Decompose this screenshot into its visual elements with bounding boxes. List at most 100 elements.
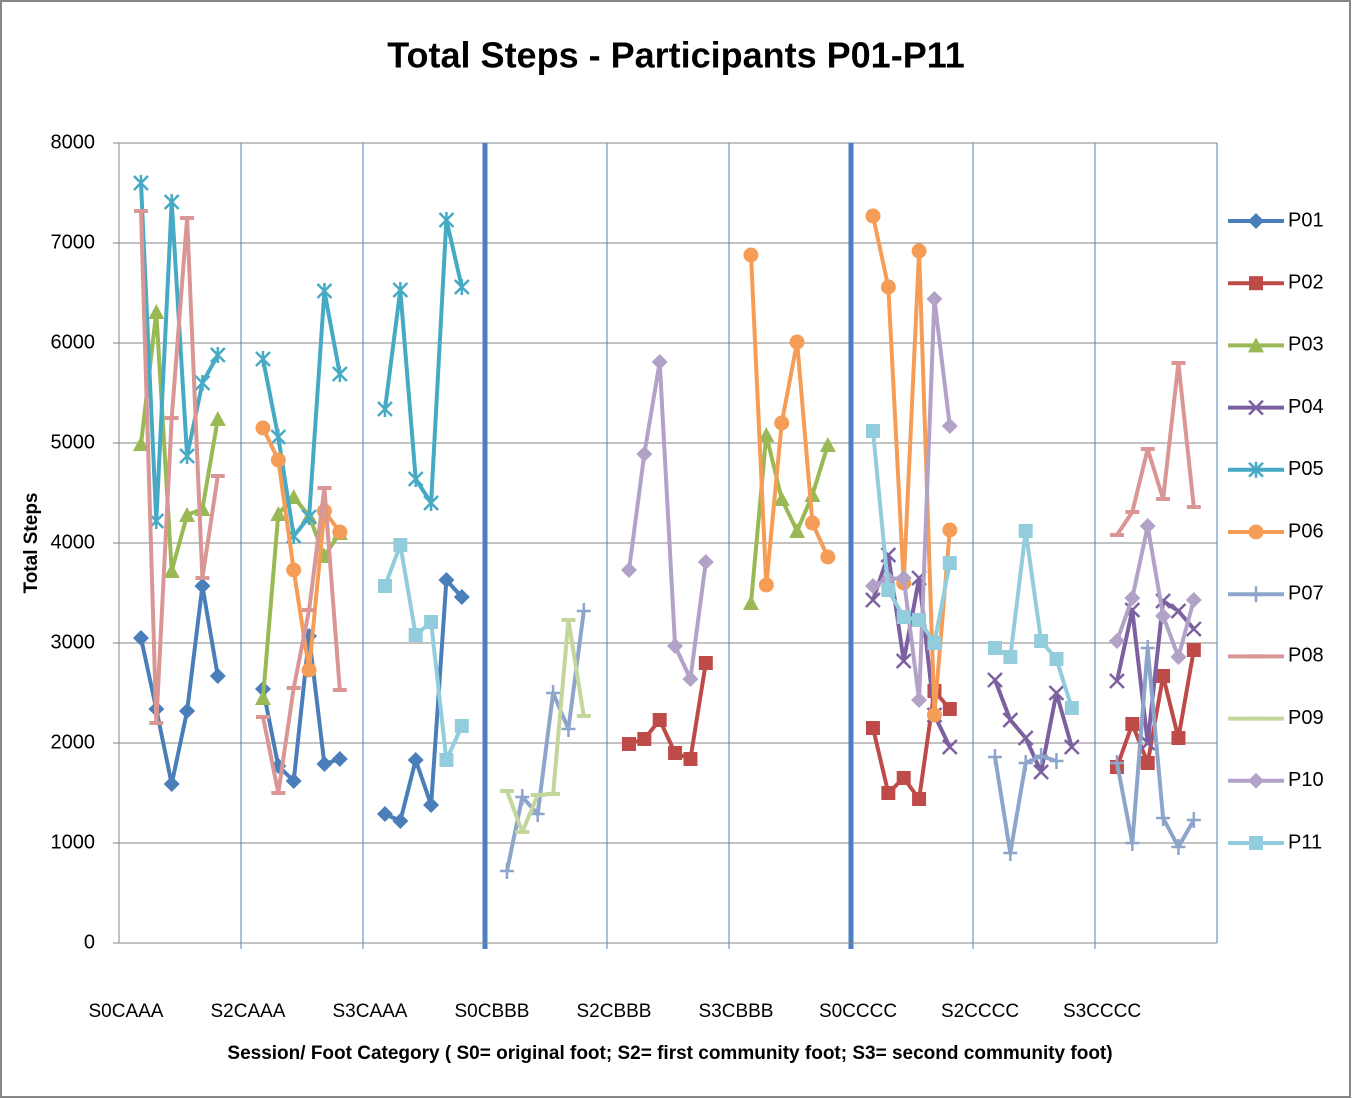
legend-label: P09 (1288, 707, 1324, 729)
marker (148, 304, 165, 319)
x-axis-title-box: Session/ Foot Category ( S0= original fo… (227, 1043, 1112, 1064)
marker (758, 427, 775, 442)
marker (942, 702, 957, 716)
series-line (383, 218, 464, 505)
marker (1003, 845, 1018, 861)
marker (1248, 461, 1264, 478)
marker (912, 792, 927, 806)
marker (1249, 276, 1263, 291)
marker (1140, 640, 1155, 656)
marker (377, 579, 392, 593)
y-tick-label: 5000 (51, 431, 96, 453)
y-tick-label: 2000 (51, 731, 96, 753)
marker (530, 806, 545, 822)
series-line (505, 618, 586, 834)
legend-label: P02 (1288, 271, 1324, 293)
marker (1139, 735, 1156, 751)
marker (1186, 812, 1201, 828)
marker (301, 509, 317, 525)
marker (255, 351, 271, 367)
marker (820, 549, 836, 565)
series-line (139, 210, 220, 725)
marker (377, 401, 393, 417)
marker (331, 366, 348, 382)
marker (865, 592, 881, 608)
series-group (499, 618, 591, 834)
marker (881, 786, 896, 800)
y-tick-label: 0 (84, 931, 95, 953)
legend-label: P08 (1288, 645, 1324, 667)
marker (1034, 748, 1049, 764)
marker (407, 752, 424, 768)
marker (1140, 756, 1155, 770)
marker (1018, 755, 1033, 771)
marker (424, 615, 439, 629)
series-line (1115, 646, 1196, 849)
marker (896, 610, 911, 624)
marker (942, 556, 957, 570)
x-tick-label: S2CCCC (941, 1001, 1019, 1022)
series-group (621, 643, 1201, 806)
marker (499, 863, 514, 879)
marker (942, 522, 958, 538)
marker (1248, 337, 1264, 353)
marker (912, 613, 927, 627)
marker (881, 583, 896, 597)
marker (133, 175, 149, 191)
marker (438, 212, 455, 228)
marker (576, 603, 591, 619)
marker (209, 668, 226, 684)
marker (255, 420, 271, 436)
marker (132, 630, 149, 646)
marker (742, 595, 759, 610)
marker (393, 538, 408, 552)
marker (163, 776, 180, 792)
x-tick-label: S3CAAA (333, 1001, 408, 1022)
marker (987, 641, 1002, 655)
marker (438, 572, 455, 588)
marker (683, 752, 698, 766)
marker (697, 554, 714, 570)
marker (987, 672, 1003, 688)
marker (407, 471, 424, 487)
y-tick-label: 4000 (51, 531, 96, 553)
marker (1185, 592, 1202, 608)
marker (1048, 685, 1065, 701)
series-line (139, 310, 220, 573)
marker (1049, 753, 1064, 769)
marker (926, 291, 943, 307)
marker (1170, 649, 1187, 665)
legend-label: P06 (1288, 520, 1324, 542)
marker (301, 662, 317, 678)
marker (1171, 731, 1186, 745)
marker (1034, 634, 1049, 648)
marker (316, 756, 333, 772)
marker (270, 506, 287, 521)
marker (1063, 739, 1080, 755)
marker (132, 436, 149, 451)
marker (911, 692, 928, 708)
marker (392, 282, 409, 298)
marker (636, 446, 653, 462)
legend-label: P03 (1288, 334, 1324, 356)
marker (1248, 772, 1264, 789)
series-group (133, 209, 1201, 795)
marker (1170, 603, 1187, 619)
marker (179, 703, 196, 719)
series-line (871, 430, 952, 645)
marker (773, 491, 790, 506)
marker (1186, 643, 1201, 657)
marker (927, 636, 942, 650)
marker (163, 563, 180, 578)
marker (1156, 669, 1171, 683)
marker (439, 753, 454, 767)
marker (865, 721, 880, 735)
marker (789, 334, 805, 350)
marker (1139, 518, 1156, 534)
x-tick-label: S0CBBB (455, 1001, 530, 1022)
marker (332, 524, 348, 540)
marker (1064, 701, 1079, 715)
y-tick-label: 7000 (51, 231, 96, 253)
marker (1171, 839, 1186, 855)
marker (209, 411, 226, 426)
